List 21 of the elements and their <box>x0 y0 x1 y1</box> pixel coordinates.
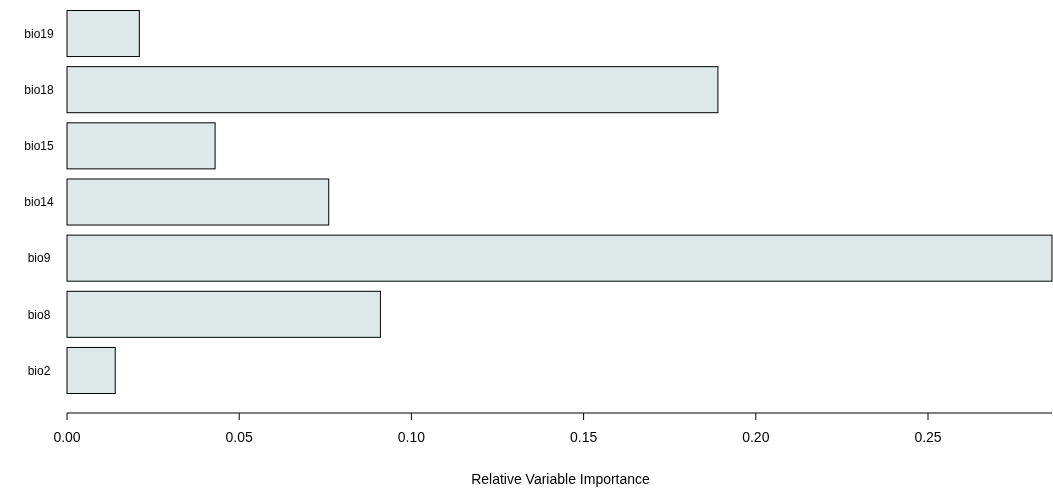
x-tick-label: 0.05 <box>225 429 254 445</box>
x-tick-label: 0.20 <box>742 429 770 445</box>
y-tick-label: bio14 <box>24 195 54 210</box>
x-axis-title: Relative Variable Importance <box>471 471 651 487</box>
bar <box>66 234 1053 282</box>
y-tick-label: bio15 <box>24 139 54 154</box>
bar <box>66 66 719 114</box>
bar <box>66 178 330 226</box>
bar <box>66 346 116 395</box>
x-tick-label: 0.15 <box>569 429 598 445</box>
x-tick-label: 0.00 <box>53 429 81 445</box>
bar <box>66 290 381 338</box>
bar <box>66 122 216 170</box>
y-tick-label: bio9 <box>27 251 51 266</box>
x-tick-label: 0.25 <box>914 429 942 445</box>
y-tick-label: bio2 <box>27 363 51 378</box>
bar <box>66 9 140 58</box>
x-tick-label: 0.10 <box>397 429 426 445</box>
y-tick-label: bio19 <box>24 26 54 41</box>
y-tick-label: bio18 <box>24 82 54 97</box>
y-tick-label: bio8 <box>27 307 51 322</box>
